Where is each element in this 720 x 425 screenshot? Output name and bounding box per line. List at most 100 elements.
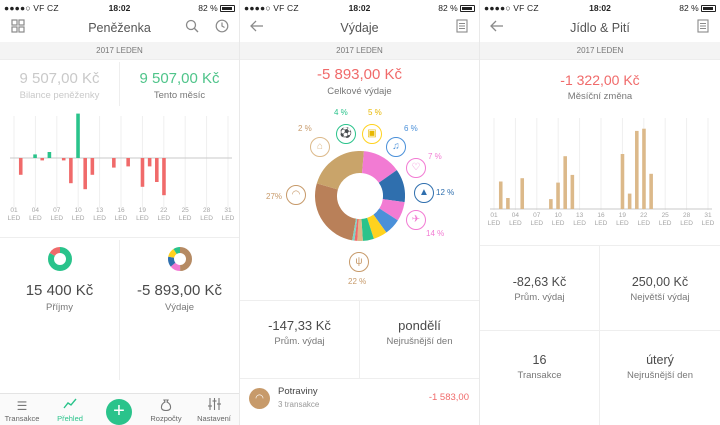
wallet-screen: ●●●●○ VF CZ 18:02 82 % Peněženka 2017 LE… bbox=[0, 0, 239, 425]
battery-icon bbox=[701, 5, 716, 12]
change-label: Měsíční změna bbox=[567, 91, 633, 102]
battery-text: 82 % bbox=[679, 3, 699, 13]
tab-transactions[interactable]: ☰ Transakce bbox=[2, 398, 42, 423]
category-percent: 2 % bbox=[298, 124, 312, 133]
chart-bar bbox=[90, 158, 95, 175]
chart-tick-label: 28 LED bbox=[200, 207, 213, 222]
ball-icon[interactable]: ⚽ bbox=[336, 124, 356, 144]
busiest-day-label: Nejrušnější den bbox=[386, 336, 453, 347]
divider bbox=[480, 245, 720, 246]
back-arrow-icon[interactable] bbox=[248, 19, 266, 37]
period-label[interactable]: 2017 LEDEN bbox=[0, 42, 239, 60]
chart-bar bbox=[126, 158, 130, 167]
battery-icon bbox=[220, 5, 235, 12]
croissant-icon[interactable]: ◠ bbox=[286, 185, 306, 205]
category-percent: 6 % bbox=[404, 124, 418, 133]
max-value: 250,00 Kč bbox=[631, 275, 689, 289]
search-icon[interactable] bbox=[183, 19, 201, 37]
page-title: Peněženka bbox=[88, 21, 151, 35]
category-amount: -1 583,00 bbox=[428, 392, 469, 403]
pet-icon[interactable]: ⌂ bbox=[310, 137, 330, 157]
chart-x-axis: 01 LED 04 LED 07 LED 10 LED 13 LED 16 LED 19 LED 22 LED… bbox=[488, 212, 715, 230]
chart-bar bbox=[549, 199, 553, 209]
clock: 18:02 bbox=[108, 3, 131, 13]
divider bbox=[0, 237, 239, 238]
busiest-day-label: Nejrušnější den bbox=[626, 370, 693, 381]
chart-bar bbox=[627, 193, 632, 209]
balance-value: 9 507,00 Kč bbox=[19, 70, 100, 87]
chart-tick-label: 16 LED bbox=[594, 212, 608, 227]
donut-slice[interactable] bbox=[315, 151, 405, 241]
category-percent: 4 % bbox=[334, 108, 348, 117]
chart-bar bbox=[642, 128, 646, 209]
balance-box: 9 507,00 Kč Bilance peněženky bbox=[0, 70, 119, 101]
category-percent: 12 % bbox=[436, 188, 455, 197]
chart-bar bbox=[520, 178, 525, 209]
chart-bar bbox=[69, 158, 73, 184]
chart-tick-label: 19 LED bbox=[136, 207, 149, 222]
count-box: 16 Transakce bbox=[480, 353, 599, 381]
tab-settings[interactable]: Nastavení bbox=[194, 398, 234, 423]
music-icon[interactable]: ♫ bbox=[386, 137, 406, 157]
change-value: -1 322,00 Kč bbox=[560, 72, 640, 88]
period-label[interactable]: 2017 LEDEN bbox=[480, 42, 720, 60]
document-icon[interactable] bbox=[694, 19, 712, 37]
category-percent: 7 % bbox=[428, 152, 442, 161]
heart-icon[interactable]: ♡ bbox=[406, 158, 426, 178]
chart-bar bbox=[155, 158, 159, 182]
avg-label: Prům. výdaj bbox=[514, 292, 565, 303]
donut-slice[interactable] bbox=[315, 151, 405, 241]
chart-bar bbox=[33, 154, 37, 158]
total-label: Celkové výdaje bbox=[327, 86, 392, 97]
chart-bar bbox=[83, 158, 87, 190]
chart-bar bbox=[112, 158, 116, 168]
chart-tick-label: 22 LED bbox=[637, 212, 651, 227]
clock: 18:02 bbox=[348, 3, 371, 13]
back-arrow-icon[interactable] bbox=[488, 19, 506, 37]
page-title: Jídlo & Pití bbox=[570, 21, 630, 35]
category-percent: 27% bbox=[266, 192, 283, 201]
tab-overview[interactable]: Přehled bbox=[50, 398, 90, 423]
page-title: Výdaje bbox=[340, 21, 379, 35]
grid-icon[interactable] bbox=[9, 19, 27, 37]
chart-tick-label: 13 LED bbox=[93, 207, 106, 222]
add-transaction-button[interactable]: + bbox=[106, 399, 132, 425]
graduation-cap-icon[interactable]: ▲ bbox=[414, 183, 434, 203]
avg-value: -147,33 Kč bbox=[268, 318, 331, 333]
category-row[interactable]: ◠ Potraviny 3 transakce -1 583,00 bbox=[240, 378, 479, 425]
count-label: Transakce bbox=[517, 370, 562, 381]
airplane-icon[interactable]: ✈ bbox=[406, 210, 426, 230]
chart-bar bbox=[76, 113, 80, 158]
tab-label: Nastavení bbox=[197, 414, 231, 423]
donut-slice[interactable] bbox=[315, 151, 405, 241]
divider bbox=[599, 245, 600, 425]
count-value: 16 bbox=[532, 353, 547, 367]
battery-text: 82 % bbox=[198, 3, 218, 13]
chart-tick-label: 25 LED bbox=[658, 212, 672, 227]
tab-budgets[interactable]: Rozpočty bbox=[146, 398, 186, 423]
list-icon: ☰ bbox=[16, 399, 28, 413]
income-box[interactable]: 15 400 Kč Příjmy bbox=[0, 246, 119, 313]
chart-tick-label: 28 LED bbox=[680, 212, 693, 227]
bus-icon[interactable]: ▣ bbox=[362, 124, 382, 144]
document-icon[interactable] bbox=[453, 19, 471, 37]
chart-bar bbox=[563, 156, 567, 209]
chart-tick-label: 07 LED bbox=[50, 207, 64, 222]
avg-box: -147,33 Kč Prům. výdaj bbox=[240, 318, 359, 347]
chart-bar bbox=[18, 158, 23, 175]
category-count: 3 transakce bbox=[278, 400, 320, 409]
chart-tick-label: 10 LED bbox=[551, 212, 565, 227]
clock-icon[interactable] bbox=[213, 19, 231, 37]
busiest-day-value: úterý bbox=[646, 353, 674, 367]
income-donut-icon bbox=[47, 247, 72, 271]
chart-x-axis: 01 LED 04 LED 07 LED 10 LED 13 LED 16 LED 19 LED 22 LED… bbox=[8, 207, 235, 225]
income-value: 15 400 Kč bbox=[25, 282, 94, 299]
month-box: 9 507,00 Kč Tento měsíc bbox=[120, 70, 239, 101]
expense-box[interactable]: -5 893,00 Kč Výdaje bbox=[120, 246, 239, 313]
balance-label: Bilance peněženky bbox=[19, 90, 100, 101]
chart-bar bbox=[635, 130, 639, 209]
chart-tick-label: 04 LED bbox=[29, 207, 42, 222]
category-name: Potraviny bbox=[278, 386, 318, 397]
cutlery-icon[interactable]: ψ bbox=[349, 252, 369, 272]
period-label[interactable]: 2017 LEDEN bbox=[240, 42, 479, 60]
